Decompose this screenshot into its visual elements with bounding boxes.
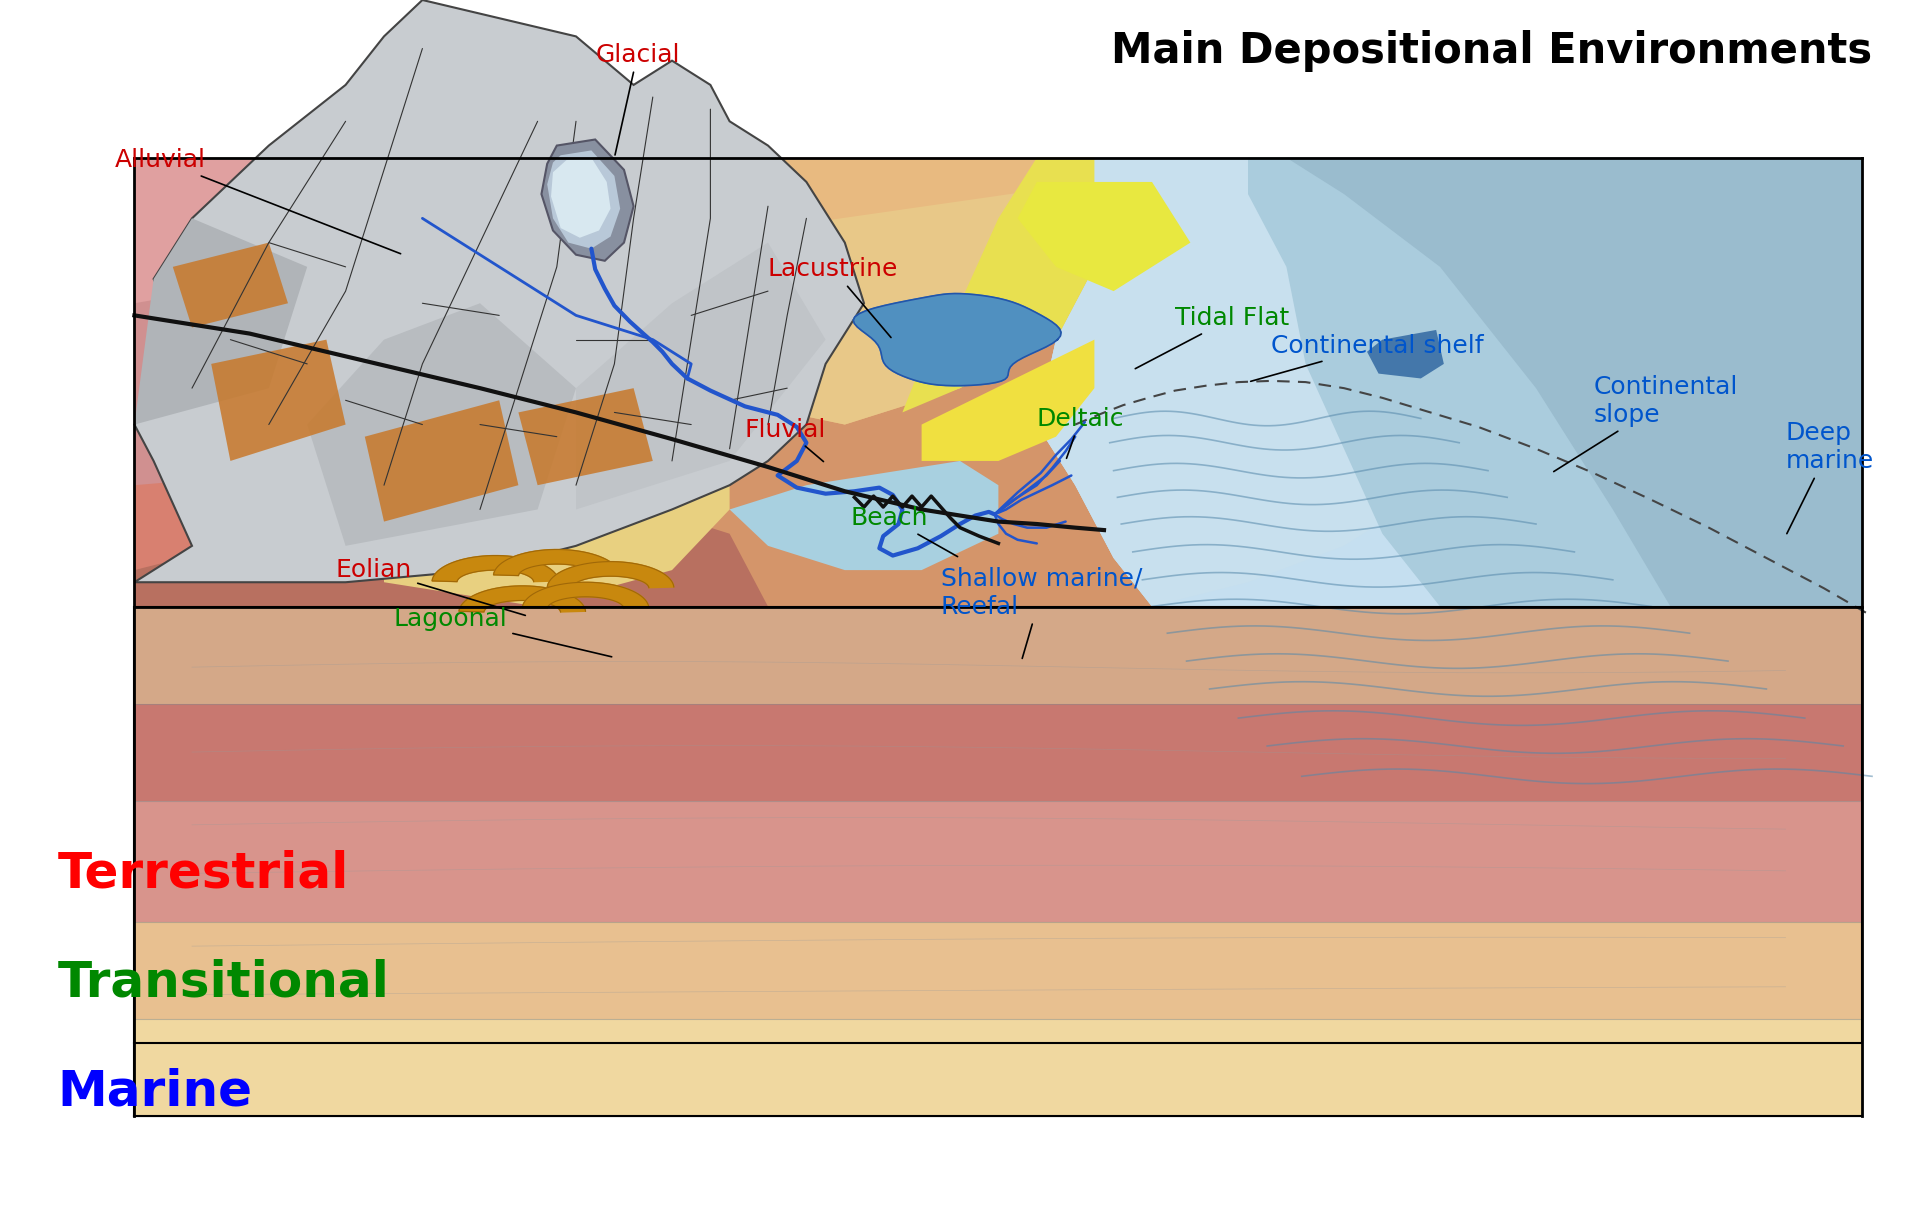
Polygon shape	[134, 158, 422, 303]
Polygon shape	[1037, 158, 1862, 606]
Polygon shape	[522, 582, 649, 609]
Polygon shape	[365, 400, 518, 522]
Polygon shape	[493, 549, 620, 576]
Polygon shape	[518, 388, 653, 485]
Polygon shape	[902, 158, 1094, 412]
Polygon shape	[134, 1043, 1862, 1116]
Text: Shallow marine/
Reefal: Shallow marine/ Reefal	[941, 566, 1142, 659]
Polygon shape	[134, 0, 864, 582]
Polygon shape	[1367, 330, 1444, 378]
Polygon shape	[576, 243, 826, 509]
Polygon shape	[134, 606, 1862, 704]
Polygon shape	[1037, 158, 1440, 606]
Polygon shape	[1248, 158, 1862, 606]
Polygon shape	[634, 182, 1094, 425]
Polygon shape	[134, 606, 1862, 704]
Polygon shape	[134, 922, 1862, 1019]
Polygon shape	[134, 218, 307, 425]
Polygon shape	[922, 340, 1094, 461]
Polygon shape	[211, 340, 346, 461]
Text: Tidal Flat: Tidal Flat	[1135, 306, 1290, 369]
Text: Terrestrial: Terrestrial	[58, 849, 349, 898]
Text: Deltaic: Deltaic	[1037, 406, 1125, 459]
Polygon shape	[547, 562, 674, 588]
Polygon shape	[518, 158, 1094, 425]
Polygon shape	[134, 704, 1862, 801]
Text: Fluvial: Fluvial	[745, 417, 826, 462]
Polygon shape	[541, 139, 634, 261]
Text: Marine: Marine	[58, 1067, 253, 1116]
Text: Alluvial: Alluvial	[115, 148, 401, 254]
Polygon shape	[134, 898, 1862, 1043]
Text: Lagoonal: Lagoonal	[394, 606, 612, 656]
Polygon shape	[134, 704, 1862, 801]
Polygon shape	[134, 485, 768, 606]
Text: Continental
slope: Continental slope	[1553, 375, 1738, 472]
Text: Continental shelf: Continental shelf	[1250, 334, 1484, 381]
Polygon shape	[432, 556, 559, 582]
Polygon shape	[134, 1019, 1862, 1116]
Polygon shape	[1037, 158, 1862, 606]
Polygon shape	[134, 801, 1862, 898]
Polygon shape	[459, 586, 586, 613]
Polygon shape	[547, 150, 620, 249]
Polygon shape	[1018, 182, 1190, 291]
Polygon shape	[307, 303, 576, 546]
Polygon shape	[730, 461, 998, 570]
Polygon shape	[384, 400, 730, 606]
Text: Deep
marine: Deep marine	[1786, 421, 1874, 534]
Text: Lacustrine: Lacustrine	[768, 257, 899, 337]
Text: Beach: Beach	[851, 506, 958, 557]
Polygon shape	[551, 158, 611, 238]
Polygon shape	[852, 294, 1062, 386]
Text: Glacial: Glacial	[595, 42, 680, 155]
Polygon shape	[134, 801, 1862, 922]
Polygon shape	[173, 243, 288, 328]
Polygon shape	[134, 449, 538, 606]
Text: Transitional: Transitional	[58, 958, 390, 1007]
Text: Main Depositional Environments: Main Depositional Environments	[1112, 30, 1872, 73]
Text: Eolian: Eolian	[336, 558, 526, 615]
Polygon shape	[1094, 158, 1862, 606]
Polygon shape	[134, 158, 1862, 606]
Polygon shape	[134, 243, 480, 485]
